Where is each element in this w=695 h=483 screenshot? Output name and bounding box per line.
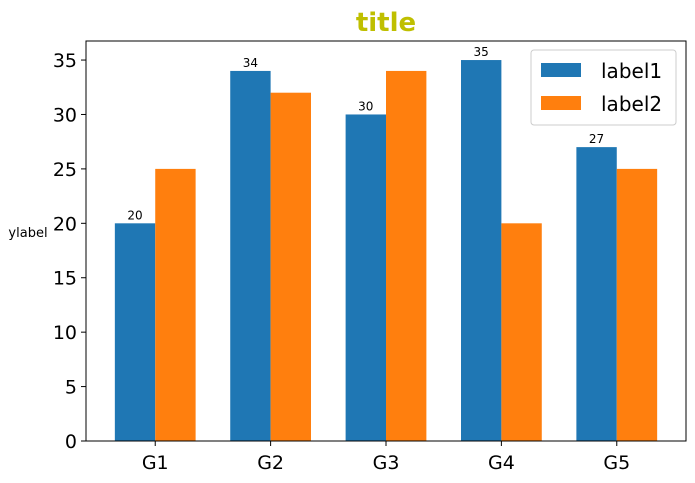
y-tick-label-5: 5 <box>65 377 77 399</box>
y-tick-label-35: 35 <box>53 50 77 72</box>
bar-label1-G5 <box>576 147 617 442</box>
bar-label1-G3 <box>345 114 386 441</box>
x-tick-label-G3: G3 <box>373 452 400 474</box>
data-label-label1-G2: 34 <box>243 56 258 70</box>
bar-label2-G5 <box>616 168 658 441</box>
bar-label2-G1 <box>155 168 196 441</box>
bar-label1-G2 <box>230 70 271 441</box>
data-label-label1-G5: 27 <box>589 132 604 146</box>
y-axis-label: ylabel <box>8 226 47 241</box>
x-tick-label-G5: G5 <box>603 452 630 474</box>
x-tick-label-G4: G4 <box>488 452 515 474</box>
x-axis-ticks: G1 G2 G3 G4 G5 <box>142 441 630 474</box>
y-tick-label-10: 10 <box>53 322 77 344</box>
y-tick-label-20: 20 <box>53 213 77 235</box>
legend-swatch-label1 <box>541 63 581 77</box>
bars-group <box>114 60 658 442</box>
bar-label2-G2 <box>270 92 311 441</box>
legend-label1: label1 <box>601 59 662 83</box>
legend-swatch-label2 <box>541 96 581 110</box>
data-label-label1-G3: 30 <box>358 99 373 113</box>
data-label-label1-G1: 20 <box>127 208 142 222</box>
y-tick-label-0: 0 <box>65 431 77 453</box>
data-labels-group: 20 34 30 35 27 <box>127 45 604 222</box>
bar-label1-G1 <box>114 223 156 441</box>
data-label-label1-G4: 35 <box>474 45 489 59</box>
legend-label2: label2 <box>601 92 662 116</box>
y-tick-label-25: 25 <box>53 159 77 181</box>
y-axis-ticks: 0 5 10 15 20 25 30 35 <box>53 50 86 453</box>
x-tick-label-G2: G2 <box>257 452 284 474</box>
plot-frame <box>85 40 687 442</box>
bar-label2-G4 <box>501 223 542 441</box>
bar-label1-G4 <box>461 60 502 442</box>
y-tick-label-15: 15 <box>53 268 77 290</box>
legend: label1 label2 <box>530 49 677 126</box>
bar-label2-G3 <box>386 70 427 441</box>
y-tick-label-30: 30 <box>53 104 77 126</box>
x-tick-label-G1: G1 <box>142 452 169 474</box>
chart-title: title <box>356 8 416 38</box>
